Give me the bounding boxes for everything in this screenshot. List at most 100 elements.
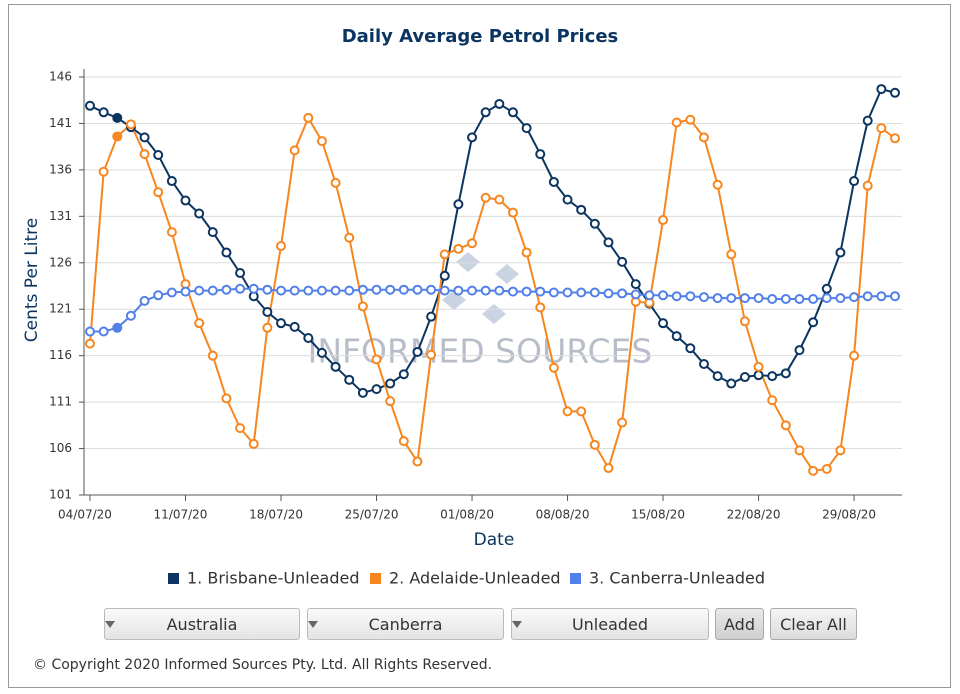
point <box>467 132 478 143</box>
legend-item: 3. Canberra-Unleaded <box>570 569 765 588</box>
point <box>698 292 709 303</box>
point <box>194 318 205 329</box>
point <box>671 291 682 302</box>
copyright: © Copyright 2020 Informed Sources Pty. L… <box>33 657 493 673</box>
point <box>330 285 341 296</box>
point <box>890 291 900 302</box>
point <box>494 98 505 109</box>
point <box>439 285 450 296</box>
x-tick-label: 15/08/20 <box>631 508 685 522</box>
point <box>289 285 300 296</box>
point <box>849 176 860 187</box>
point <box>194 208 205 219</box>
point <box>235 423 246 434</box>
x-tick-label: 25/07/20 <box>345 508 399 522</box>
add-button[interactable]: Add <box>715 608 764 640</box>
point <box>439 249 450 260</box>
point <box>112 112 123 123</box>
point <box>589 218 600 229</box>
legend-swatch <box>168 573 179 584</box>
point <box>371 284 382 295</box>
point <box>426 349 437 360</box>
x-tick-label: 29/08/20 <box>822 508 876 522</box>
point <box>480 192 491 203</box>
point <box>316 347 327 358</box>
point <box>289 321 300 332</box>
dropdown[interactable]: Unleaded <box>511 608 709 640</box>
dropdown[interactable]: Canberra <box>307 608 504 640</box>
point <box>303 112 314 123</box>
point <box>85 338 95 349</box>
point <box>671 331 682 342</box>
point <box>603 463 614 474</box>
dropdown-label: Canberra <box>368 614 443 634</box>
point <box>248 283 259 294</box>
dropdown[interactable]: Australia <box>104 608 300 640</box>
point <box>726 378 737 389</box>
point <box>535 149 546 160</box>
point <box>398 284 409 295</box>
point <box>535 302 546 313</box>
point <box>849 350 860 361</box>
y-tick-label: 141 <box>49 116 72 130</box>
dropdown-arrow <box>105 621 115 628</box>
point <box>589 287 600 298</box>
point <box>235 283 246 294</box>
point <box>207 285 218 296</box>
point <box>835 247 846 258</box>
clear-button[interactable]: Clear All <box>770 608 857 640</box>
point <box>780 294 791 305</box>
point <box>276 285 287 296</box>
point <box>289 145 300 156</box>
point <box>562 406 573 417</box>
point <box>521 286 532 297</box>
point <box>658 318 669 329</box>
point <box>589 439 600 450</box>
point <box>385 378 396 389</box>
point <box>548 287 559 298</box>
point <box>357 284 368 295</box>
point <box>849 292 860 303</box>
point <box>808 317 819 328</box>
point <box>494 194 505 205</box>
point <box>467 285 478 296</box>
x-tick-label: 01/08/20 <box>440 508 494 522</box>
point <box>890 87 900 98</box>
point <box>439 270 450 281</box>
y-axis-label: Cents Per Litre <box>22 218 42 342</box>
point <box>521 123 532 134</box>
point <box>262 322 273 333</box>
chart: INFORMED SOURCES Daily Average Petrol Pr… <box>22 26 902 588</box>
point <box>562 287 573 298</box>
point <box>330 361 341 372</box>
point <box>821 463 832 474</box>
point <box>794 294 805 305</box>
point <box>262 307 273 318</box>
point <box>535 286 546 297</box>
point <box>316 136 327 147</box>
point <box>821 283 832 294</box>
point <box>753 370 764 381</box>
point <box>412 346 423 357</box>
legend-swatch <box>570 573 581 584</box>
point <box>562 194 573 205</box>
point <box>603 288 614 299</box>
y-tick-label: 106 <box>49 441 72 455</box>
point <box>98 166 109 177</box>
point <box>426 284 437 295</box>
point <box>153 290 164 301</box>
point <box>808 465 819 476</box>
point <box>862 115 873 126</box>
point <box>303 285 314 296</box>
point <box>180 286 191 297</box>
y-tick-label: 121 <box>49 302 72 316</box>
point <box>125 310 136 321</box>
point <box>303 333 314 344</box>
legend-label: 2. Adelaide-Unleaded <box>389 569 561 588</box>
point <box>739 293 750 304</box>
frame <box>8 4 951 688</box>
point <box>194 285 205 296</box>
point <box>494 285 505 296</box>
point <box>180 195 191 206</box>
point <box>876 84 887 95</box>
